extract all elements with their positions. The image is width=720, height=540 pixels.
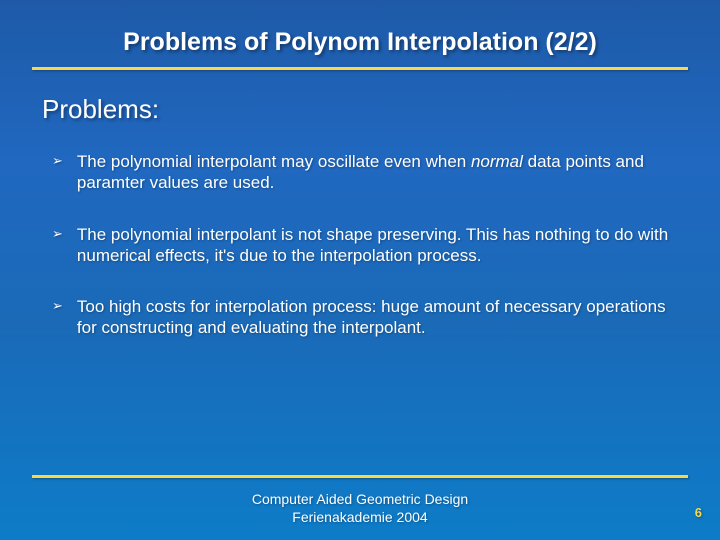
footer: Computer Aided Geometric Design Ferienak… <box>0 490 720 526</box>
slide-subtitle: Problems: <box>42 94 672 125</box>
list-item: ➢ The polynomial interpolant is not shap… <box>52 224 672 267</box>
bullet-text: The polynomial interpolant is not shape … <box>77 224 672 267</box>
list-item: ➢ The polynomial interpolant may oscilla… <box>52 151 672 194</box>
list-item: ➢ Too high costs for interpolation proce… <box>52 296 672 339</box>
bullet-icon: ➢ <box>52 298 63 314</box>
bullet-icon: ➢ <box>52 226 63 242</box>
bullet-text: Too high costs for interpolation process… <box>77 296 672 339</box>
footer-line-2: Ferienakademie 2004 <box>0 508 720 526</box>
bullet-text: The polynomial interpolant may oscillate… <box>77 151 672 194</box>
slide-title: Problems of Polynom Interpolation (2/2) <box>48 28 672 57</box>
bullet-icon: ➢ <box>52 153 63 169</box>
slide: Problems of Polynom Interpolation (2/2) … <box>0 0 720 540</box>
bullet-list: ➢ The polynomial interpolant may oscilla… <box>48 151 672 339</box>
page-number: 6 <box>695 505 702 520</box>
footer-rule <box>32 475 688 478</box>
footer-line-1: Computer Aided Geometric Design <box>0 490 720 508</box>
title-rule <box>32 67 688 70</box>
